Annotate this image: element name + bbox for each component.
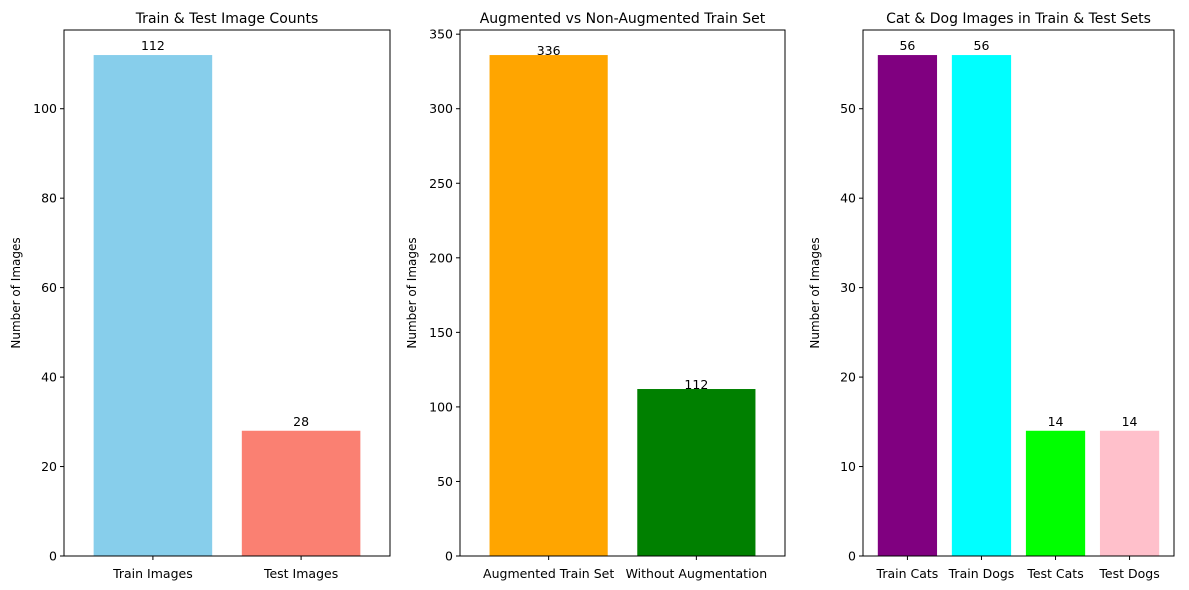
chart-counts-frame xyxy=(63,29,391,557)
chart-cat-dog-data-label-2: 14 xyxy=(1048,414,1064,429)
chart-cat-dog-y-axis-label: Number of Images xyxy=(808,237,822,348)
chart-counts-y-tick-label-0: 0 xyxy=(49,549,57,564)
chart-counts-data-label-1: 28 xyxy=(293,414,309,429)
chart-cat-dog-y-tick-label-5: 50 xyxy=(840,101,856,116)
chart-counts-y-axis-label: Number of Images xyxy=(9,237,23,348)
chart-cat-dog-x-tick-label-0: Train Cats xyxy=(876,566,939,581)
chart-cat-dog-data-label-3: 14 xyxy=(1122,414,1138,429)
chart-counts-y-tick-label-2: 40 xyxy=(41,370,57,385)
chart-augmentation-bar-0 xyxy=(489,55,608,557)
chart-augmentation-data-label-0: 336 xyxy=(537,43,561,58)
chart-cat-dog-y-tick-label-3: 30 xyxy=(840,280,856,295)
chart-cat-dog-bar-1 xyxy=(951,55,1012,557)
chart-augmentation-y-tick-label-2: 100 xyxy=(429,399,453,414)
chart-augmentation-y-tick-label-1: 50 xyxy=(437,474,453,489)
chart-augmentation-data-label-1: 112 xyxy=(684,377,708,392)
chart-counts-y-tick-label-5: 100 xyxy=(33,101,57,116)
chart-cat-dog-y-tick-label-1: 10 xyxy=(840,459,856,474)
chart-cat-dog-bar-2 xyxy=(1025,430,1086,556)
chart-counts-x-tick-label-1: Test Images xyxy=(263,566,338,581)
chart-augmentation-y-tick-label-7: 350 xyxy=(429,27,453,42)
chart-cat-dog-bar-3 xyxy=(1099,430,1160,556)
chart-cat-dog-y-tick-label-0: 0 xyxy=(848,549,856,564)
chart-augmentation-y-tick-label-6: 300 xyxy=(429,101,453,116)
chart-cat-dog-data-label-0: 56 xyxy=(899,38,915,53)
chart-counts-title: Train & Test Image Counts xyxy=(135,11,319,27)
chart-counts-x-tick-label-0: Train Images xyxy=(112,566,193,581)
chart-augmentation-y-axis-label: Number of Images xyxy=(405,237,419,348)
chart-augmentation-frame xyxy=(459,29,786,557)
chart-cat-dog-title: Cat & Dog Images in Train & Test Sets xyxy=(886,11,1151,27)
chart-cat-dog-y-tick-label-4: 40 xyxy=(840,191,856,206)
chart-augmentation-y-tick-label-4: 200 xyxy=(429,250,453,265)
chart-cat-dog-data-label-1: 56 xyxy=(974,38,990,53)
chart-augmentation-bar-1 xyxy=(637,389,756,556)
chart-augmentation-y-tick-label-5: 250 xyxy=(429,176,453,191)
chart-counts-data-label-0: 112 xyxy=(141,38,165,53)
chart-counts-bar-0 xyxy=(93,55,213,557)
chart-counts-bar-1 xyxy=(241,430,361,556)
chart-counts-y-tick-label-4: 80 xyxy=(41,191,57,206)
chart-cat-dog-y-tick-label-2: 20 xyxy=(840,370,856,385)
chart-cat-dog-x-tick-label-3: Test Dogs xyxy=(1098,566,1159,581)
chart-augmentation-title: Augmented vs Non-Augmented Train Set xyxy=(480,11,766,27)
chart-cat-dog-x-tick-label-2: Test Cats xyxy=(1026,566,1083,581)
chart-augmentation-x-tick-label-1: Without Augmentation xyxy=(626,566,768,581)
chart-augmentation-y-tick-label-3: 150 xyxy=(429,325,453,340)
chart-augmentation-y-tick-label-0: 0 xyxy=(445,549,453,564)
chart-cat-dog-bar-0 xyxy=(877,55,938,557)
chart-counts-y-tick-label-3: 60 xyxy=(41,280,57,295)
chart-cat-dog-frame xyxy=(862,29,1175,557)
chart-cat-dog-x-tick-label-1: Train Dogs xyxy=(948,566,1015,581)
chart-counts-y-tick-label-1: 20 xyxy=(41,459,57,474)
chart-augmentation-x-tick-label-0: Augmented Train Set xyxy=(483,566,614,581)
